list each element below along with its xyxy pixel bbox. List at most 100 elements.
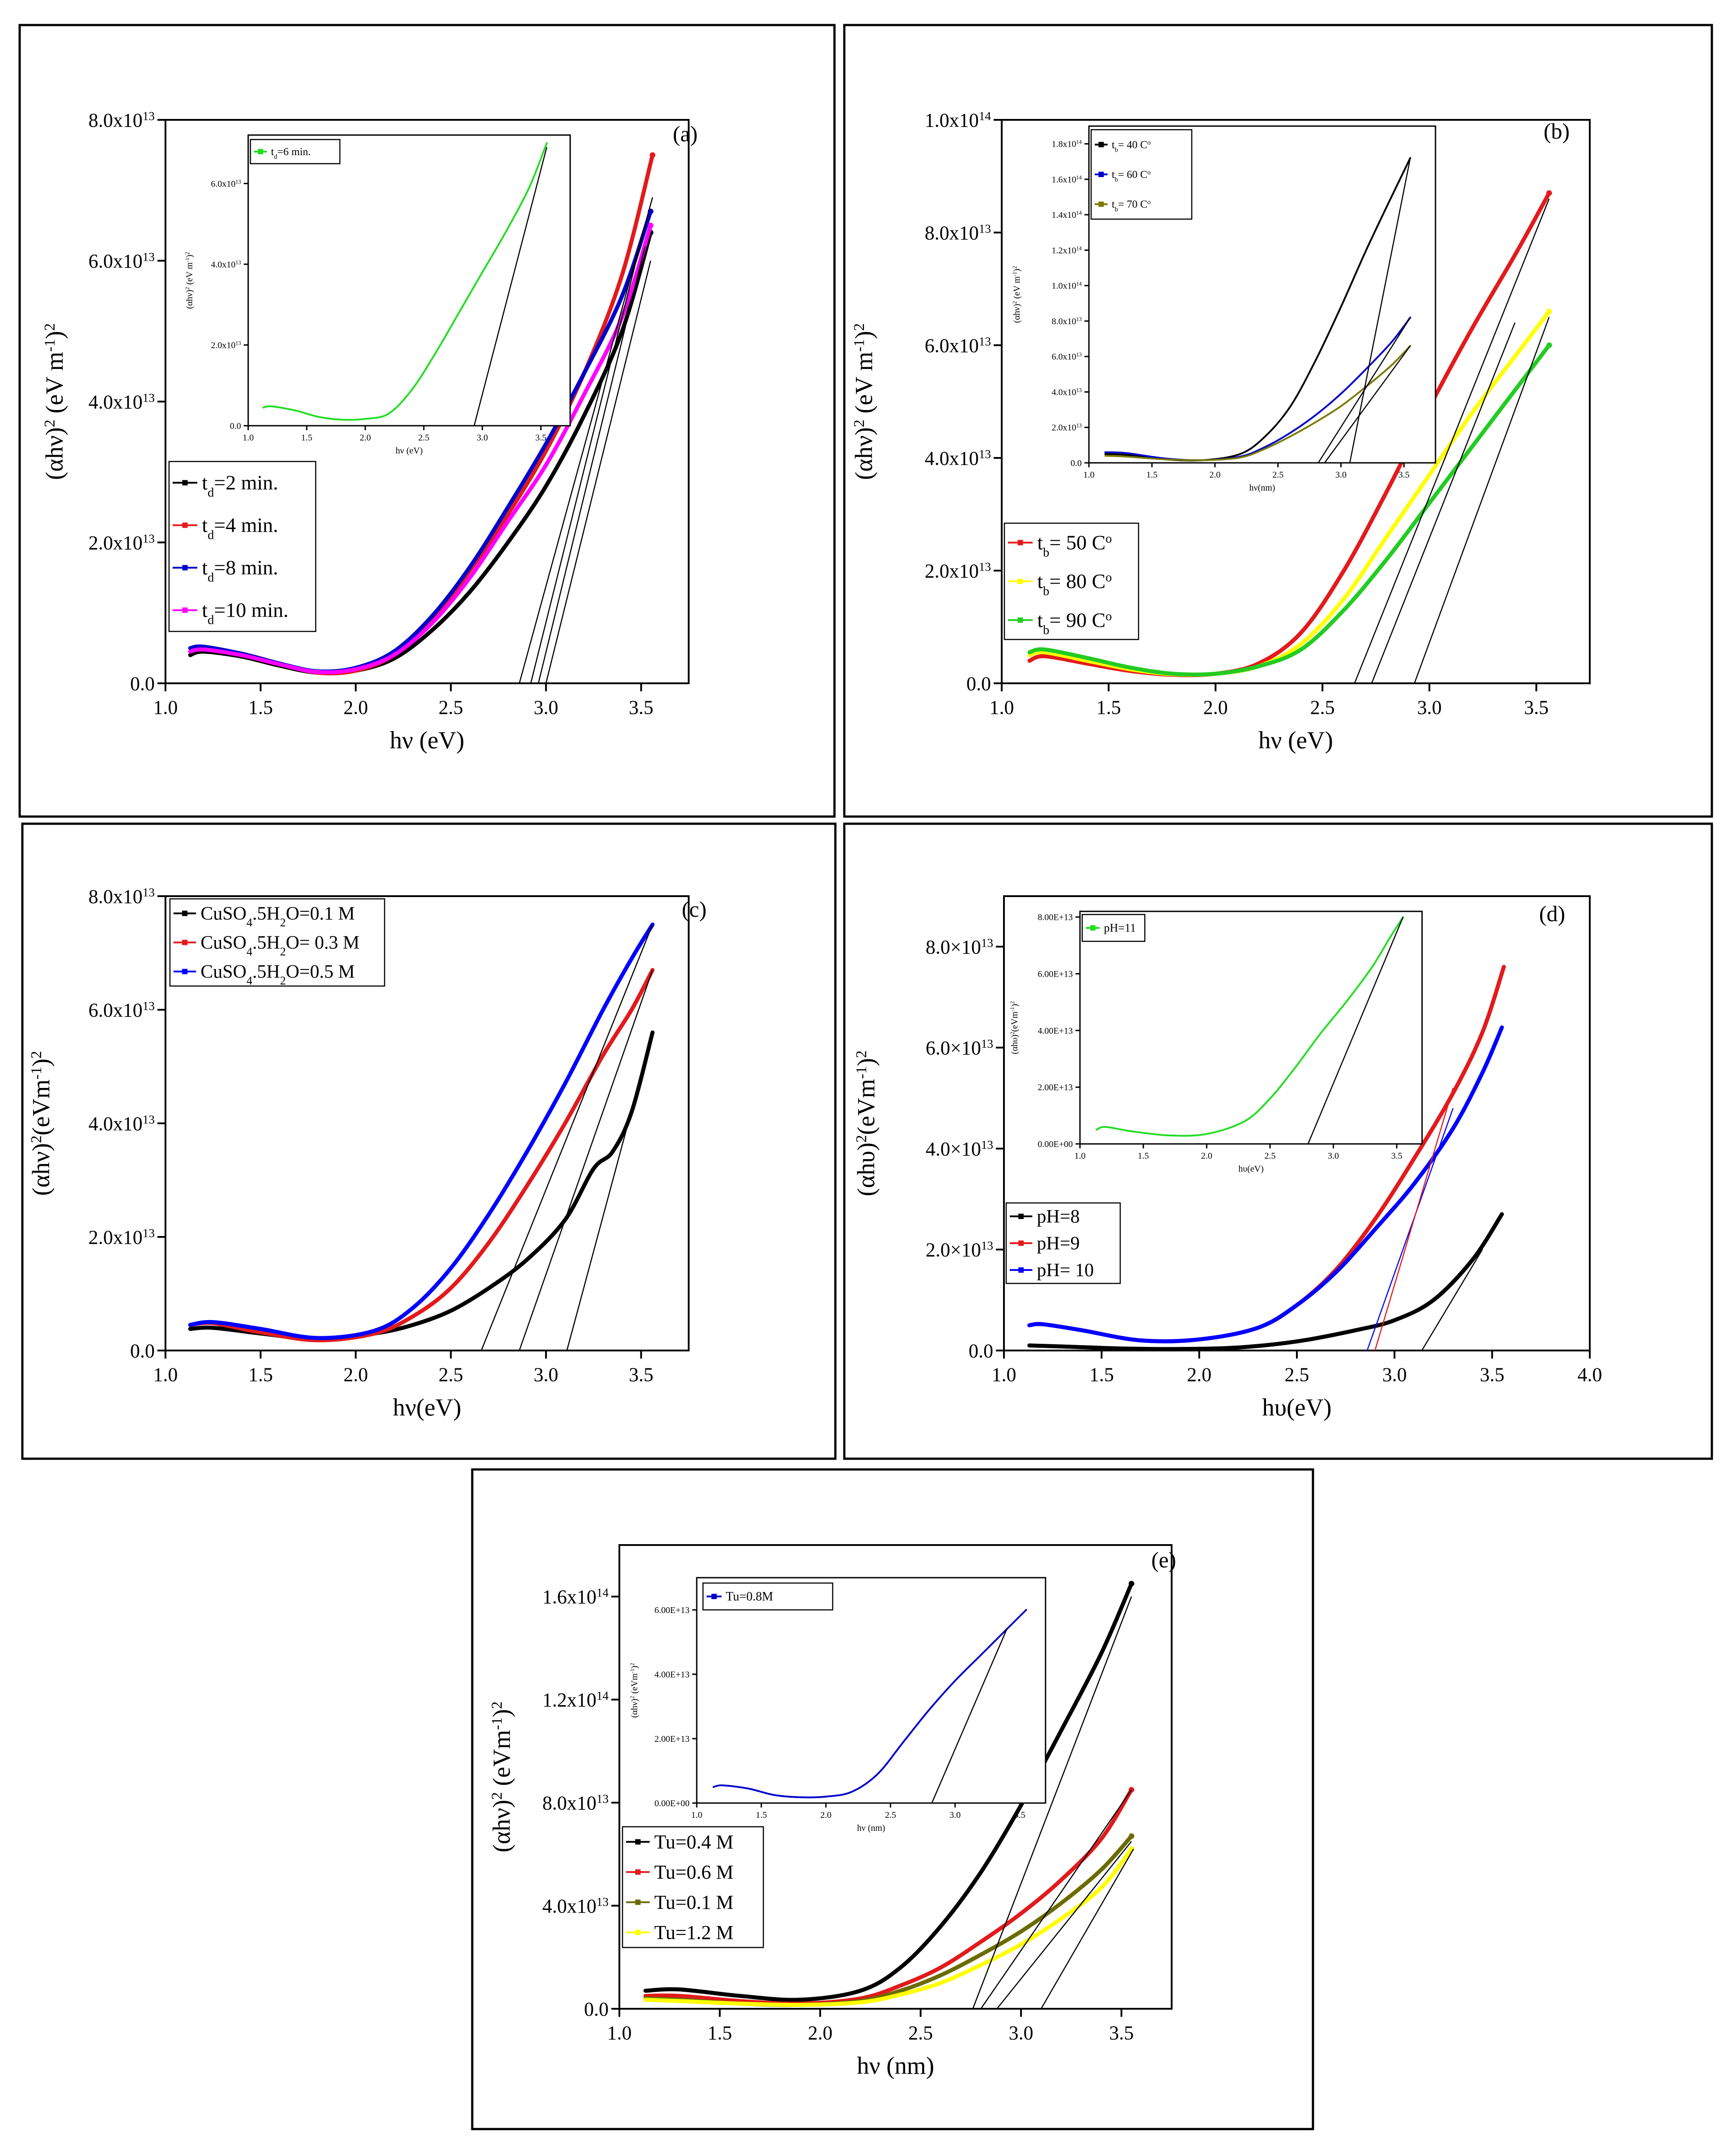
y-tick-label: 1.4x1014 xyxy=(1052,210,1082,220)
y-tick-label: 2.0x1013 xyxy=(925,560,991,582)
legend-label: Tu=0.1 M xyxy=(654,1891,733,1913)
legend-label: pH=8 xyxy=(1037,1207,1080,1227)
inset-legend-label-part: =6 min. xyxy=(277,146,311,158)
x-tick-label: 2.5 xyxy=(1310,697,1335,719)
y-tick-label: 1.2x1014 xyxy=(542,1689,609,1711)
inset-y-axis-label: (αhν)2 (eVm-1)2 xyxy=(629,1663,639,1718)
inset-y-axis-label-part: -1 xyxy=(184,258,191,262)
tangent-line xyxy=(1367,1108,1454,1351)
tangent-line xyxy=(1354,198,1550,684)
legend-label-part: d xyxy=(207,486,214,500)
y-axis-label-part: (αhν) xyxy=(41,427,68,480)
series-endpoint-marker xyxy=(1546,309,1552,314)
legend-marker xyxy=(635,1899,641,1905)
y-axis-label-part: (αhυ) xyxy=(852,1143,880,1196)
x-tick-label: 3.0 xyxy=(1335,470,1346,480)
y-tick-label: 1.0x1014 xyxy=(1052,281,1082,291)
y-tick-label-part: 6.0x10 xyxy=(211,179,236,189)
y-tick-label: 2.00E+13 xyxy=(1038,1083,1073,1092)
y-tick-label-part: 8.0x10 xyxy=(542,1792,597,1814)
inset-y-axis-label-part: 2 xyxy=(1009,1001,1016,1004)
x-tick-label: 1.5 xyxy=(248,697,273,719)
legend-label: td=10 min. xyxy=(202,599,289,627)
y-tick-label-part: 14 xyxy=(1076,210,1082,216)
legend-label: CuSO4.5H2O=0.5 M xyxy=(201,961,355,987)
y-tick-label-part: 13 xyxy=(597,1895,609,1909)
y-tick-label: 6.0x1013 xyxy=(1052,351,1082,362)
legend-label-part: O= 0.3 M xyxy=(286,932,360,953)
y-axis-label-part: ) xyxy=(27,1058,55,1067)
inset-legend-label-part: b xyxy=(1115,146,1118,153)
y-tick-label-part: 0.0 xyxy=(966,673,991,694)
x-tick-label: 1.0 xyxy=(153,697,178,719)
y-tick-label-part: 13 xyxy=(143,250,155,263)
y-axis-label-part: ) xyxy=(852,1058,880,1066)
series-line xyxy=(1027,1212,1504,1351)
x-tick-label: 3.0 xyxy=(1382,1364,1407,1386)
y-tick-label-part: 0.0 xyxy=(130,673,155,694)
x-axis-label: hν (eV) xyxy=(396,446,423,456)
inset-legend-marker xyxy=(1098,172,1104,177)
inset-y-axis-label-part: -1 xyxy=(629,1668,635,1673)
inset-frame xyxy=(247,134,571,427)
panel-frame-a xyxy=(18,24,836,818)
legend-marker xyxy=(1018,1240,1024,1246)
x-tick-label: 2.5 xyxy=(418,433,429,443)
legend-label: td=2 min. xyxy=(202,471,279,500)
legend-label-part: b xyxy=(1043,546,1049,559)
y-tick-label: 0.0 xyxy=(130,673,155,694)
panel-frame-e xyxy=(471,1468,1314,2130)
inset-y-axis-label-part: ) xyxy=(1010,1004,1020,1007)
y-tick-label-part: 1.4x10 xyxy=(1052,210,1076,220)
y-tick-label-part: 1.0x10 xyxy=(925,109,979,131)
y-tick-label-part: 6.00E+13 xyxy=(1038,970,1073,979)
inset-y-axis-label-part: ) xyxy=(630,1666,639,1669)
y-tick-label: 1.6x1014 xyxy=(542,1586,609,1608)
y-tick-label-part: 6.0×10 xyxy=(926,1037,981,1059)
legend-label-part: 4 xyxy=(246,916,252,929)
tangent-line xyxy=(980,1789,1132,2009)
panel-label: (e) xyxy=(1152,1547,1177,1572)
x-tick-label: 2.0 xyxy=(343,697,368,719)
y-axis-label-part: ) xyxy=(41,331,68,339)
y-tick-label-part: 13 xyxy=(597,1792,609,1806)
y-axis-label: (αhυ)2(eVm-1)2 xyxy=(852,1050,880,1196)
inset-legend-label-part: t xyxy=(1112,139,1115,151)
x-axis-label: hν (eV) xyxy=(1258,727,1333,754)
x-axis-label-part: hν(eV) xyxy=(393,1394,461,1421)
x-tick-label: 2.0 xyxy=(360,433,371,443)
x-tick-label: 3.0 xyxy=(949,1810,961,1820)
chart-panel-b: 1.0 1.5 2.0 2.5 3.0 3.50.02.0x10134.0x10136.0… xyxy=(850,109,1591,754)
y-tick-label-part: 13 xyxy=(979,222,991,235)
legend-label-part: = 80 C xyxy=(1050,570,1106,593)
legend-label-part: o xyxy=(1105,532,1112,546)
x-tick-label: 1.5 xyxy=(1138,1151,1149,1161)
y-tick-label: 0.0 xyxy=(966,673,991,694)
tangent-line xyxy=(474,147,547,426)
legend-label: Tu=0.6 M xyxy=(654,1861,733,1883)
x-tick-label: 2.5 xyxy=(1272,470,1283,480)
x-tick-label: 2.0 xyxy=(808,2022,833,2044)
legend-label: pH= 10 xyxy=(1037,1260,1094,1281)
y-axis-label-part: (eV m xyxy=(41,352,68,420)
legend-label-part: =8 min. xyxy=(214,556,279,579)
legend-label-part: CuSO xyxy=(201,903,247,924)
legend-label: tb= 80 Co xyxy=(1037,570,1112,598)
y-axis-label-part: (αhν) xyxy=(488,1799,515,1852)
y-tick-label-part: 13 xyxy=(981,1239,993,1253)
x-tick-label: 1.0 xyxy=(1084,470,1095,480)
y-tick-label-part: 13 xyxy=(979,560,991,573)
legend-label-part: t xyxy=(202,556,208,579)
y-tick-label-part: 2.0x10 xyxy=(89,1226,143,1248)
series-endpoint-marker xyxy=(649,152,656,158)
inset-legend-label: Tu=0.8M xyxy=(726,1590,773,1604)
inset-legend-label-part: b xyxy=(1115,206,1118,213)
inset-y-axis-label-part: 2 xyxy=(1012,266,1018,269)
y-tick-label-part: 14 xyxy=(1076,281,1082,287)
y-tick-label-part: 2.0x10 xyxy=(89,532,143,554)
y-tick-label-part: 13 xyxy=(143,532,155,545)
y-tick-label: 0.0 xyxy=(584,1998,609,2020)
tangent-line xyxy=(481,924,653,1351)
x-tick-label: 1.0 xyxy=(1075,1151,1086,1161)
y-tick-label: 1.6x1014 xyxy=(1052,174,1082,185)
